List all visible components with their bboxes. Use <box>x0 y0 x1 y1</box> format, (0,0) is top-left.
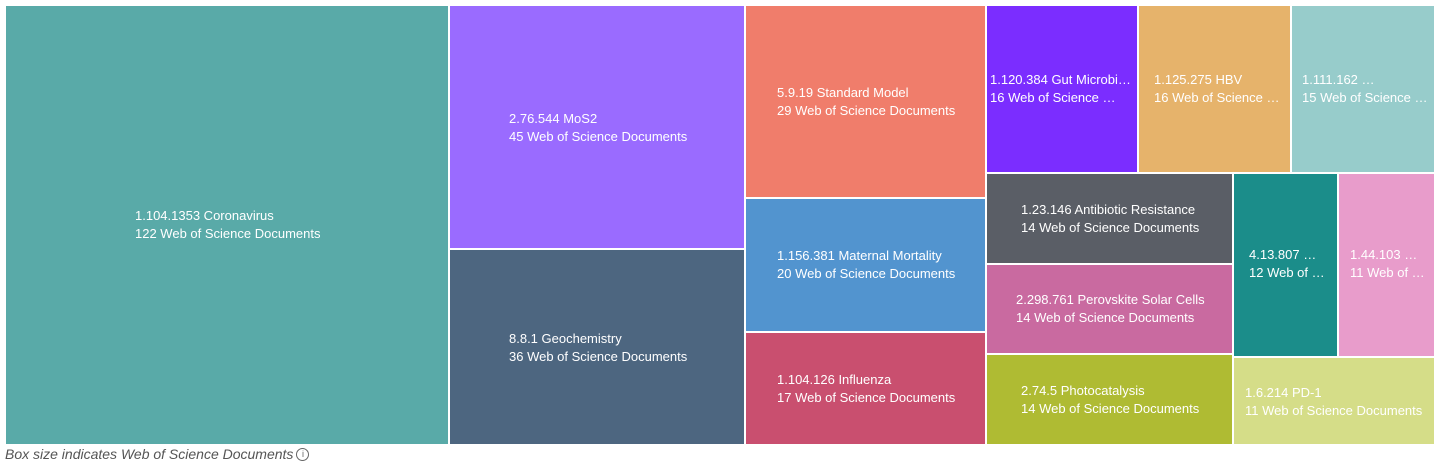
treemap-chart: 1.104.1353 Coronavirus 122 Web of Science… <box>5 5 1435 445</box>
treemap-tile[interactable]: 1.23.146 Antibiotic Resistance 14 Web of … <box>986 173 1233 264</box>
treemap-tile[interactable]: 2.74.5 Photocatalysis 14 Web of Science D… <box>986 354 1233 445</box>
tile-label: 1.125.275 HBV <box>1154 72 1243 87</box>
tile-label: 2.298.761 Perovskite Solar Cells <box>1016 292 1205 307</box>
treemap-tile[interactable]: 1.156.381 Maternal Mortality 20 Web of Sc… <box>745 198 986 332</box>
tile-label: 1.23.146 Antibiotic Resistance <box>1021 202 1196 217</box>
treemap-tile[interactable]: 4.13.807 … 12 Web of … <box>1233 173 1338 357</box>
treemap-tile[interactable]: 2.298.761 Perovskite Solar Cells 14 Web o… <box>986 264 1233 354</box>
tile-value: 20 Web of Science Documents <box>777 266 956 281</box>
tile-label: 1.156.381 Maternal Mortality <box>777 248 942 263</box>
tile-label: 1.6.214 PD-1 <box>1245 385 1322 400</box>
tile-text: 4.13.807 … 12 Web of … <box>1249 246 1325 282</box>
tile-text: 1.44.103 … 11 Web of … <box>1350 246 1425 282</box>
tile-text: 2.74.5 Photocatalysis 14 Web of Science D… <box>1021 382 1199 418</box>
tile-label: 1.111.162 … <box>1302 72 1375 87</box>
treemap-tile[interactable]: 2.76.544 MoS2 45 Web of Science Documents <box>449 5 745 249</box>
tile-text: 5.9.19 Standard Model 29 Web of Science D… <box>777 84 955 120</box>
tile-text: 1.156.381 Maternal Mortality 20 Web of Sc… <box>777 247 955 283</box>
tile-text: 2.298.761 Perovskite Solar Cells 14 Web o… <box>1016 291 1205 327</box>
tile-value: 14 Web of Science Documents <box>1021 220 1200 235</box>
tile-text: 2.76.544 MoS2 45 Web of Science Documents <box>509 110 687 146</box>
tile-label: 1.104.126 Influenza <box>777 372 892 387</box>
treemap-tile[interactable]: 8.8.1 Geochemistry 36 Web of Science Docu… <box>449 249 745 445</box>
tile-value: 17 Web of Science Documents <box>777 390 956 405</box>
treemap-tile[interactable]: 1.104.126 Influenza 17 Web of Science Doc… <box>745 332 986 445</box>
footnote: Box size indicates Web of Science Docume… <box>5 446 310 462</box>
tile-value: 29 Web of Science Documents <box>777 103 956 118</box>
tile-value: 15 Web of Science … <box>1302 90 1428 105</box>
tile-text: 1.104.126 Influenza 17 Web of Science Doc… <box>777 371 955 407</box>
info-icon[interactable]: i <box>296 447 310 461</box>
tile-text: 8.8.1 Geochemistry 36 Web of Science Docu… <box>509 330 687 366</box>
tile-label: 1.120.384 Gut Microbiota <box>990 72 1135 87</box>
tile-label: 5.9.19 Standard Model <box>777 85 909 100</box>
tile-value: 11 Web of Science Documents <box>1245 403 1423 418</box>
tile-value: 36 Web of Science Documents <box>509 349 688 364</box>
treemap-tile[interactable]: 1.44.103 … 11 Web of … <box>1338 173 1435 357</box>
tile-value: 11 Web of … <box>1350 265 1425 280</box>
tile-text: 1.6.214 PD-1 11 Web of Science Documents <box>1245 384 1422 420</box>
treemap-tile[interactable]: 1.120.384 Gut Microbiota 16 Web of Scienc… <box>986 5 1138 173</box>
tile-value: 122 Web of Science Documents <box>135 226 321 241</box>
tile-text: 1.125.275 HBV 16 Web of Science … <box>1154 71 1280 107</box>
tile-value: 14 Web of Science Documents <box>1021 401 1200 416</box>
tile-label: 4.13.807 … <box>1249 247 1317 262</box>
tile-value: 14 Web of Science Documents <box>1016 310 1195 325</box>
tile-label: 8.8.1 Geochemistry <box>509 331 622 346</box>
tile-value: 12 Web of … <box>1249 265 1325 280</box>
tile-text: 1.23.146 Antibiotic Resistance 14 Web of … <box>1021 201 1199 237</box>
treemap-tile[interactable]: 1.6.214 PD-1 11 Web of Science Documents <box>1233 357 1435 445</box>
footnote-text: Box size indicates Web of Science Docume… <box>5 446 294 462</box>
treemap-tile[interactable]: 1.104.1353 Coronavirus 122 Web of Science… <box>5 5 449 445</box>
tile-label: 2.76.544 MoS2 <box>509 111 598 126</box>
tile-label: 1.104.1353 Coronavirus <box>135 208 274 223</box>
tile-value: 16 Web of Science … <box>990 90 1116 105</box>
tile-text: 1.120.384 Gut Microbiota 16 Web of Scienc… <box>990 71 1135 107</box>
tile-text: 1.104.1353 Coronavirus 122 Web of Science… <box>135 207 320 243</box>
treemap-tile[interactable]: 5.9.19 Standard Model 29 Web of Science D… <box>745 5 986 198</box>
tile-label: 2.74.5 Photocatalysis <box>1021 383 1145 398</box>
treemap-tile[interactable]: 1.111.162 … 15 Web of Science … <box>1291 5 1435 173</box>
tile-value: 45 Web of Science Documents <box>509 129 688 144</box>
treemap-tile[interactable]: 1.125.275 HBV 16 Web of Science … <box>1138 5 1291 173</box>
tile-text: 1.111.162 … 15 Web of Science … <box>1302 71 1428 107</box>
tile-value: 16 Web of Science … <box>1154 90 1280 105</box>
tile-label: 1.44.103 … <box>1350 247 1418 262</box>
